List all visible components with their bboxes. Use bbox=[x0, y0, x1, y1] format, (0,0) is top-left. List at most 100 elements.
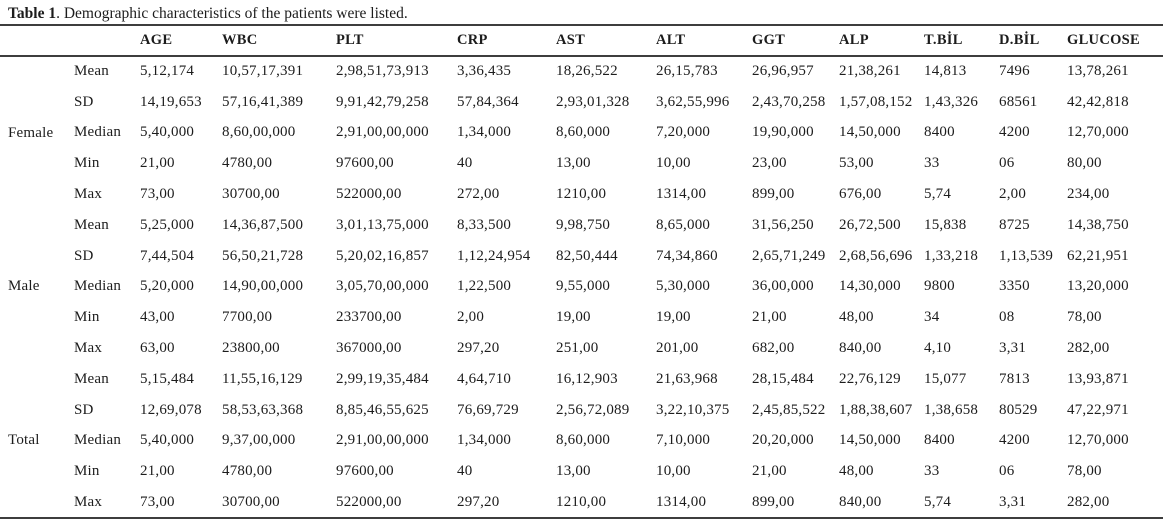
table-cell: 8400 bbox=[924, 124, 955, 141]
table-row: Min 43,00 7700,00 233700,00 2,00 19,00 19,00 21… bbox=[0, 302, 1163, 333]
table-cell: 8,85,46,55,625 bbox=[336, 401, 429, 418]
table-cell: 14,38,750 bbox=[1067, 216, 1129, 233]
table-cell: 34 bbox=[924, 309, 940, 326]
table-cell: 9,55,000 bbox=[556, 278, 611, 295]
table-cell: 62,21,951 bbox=[1067, 247, 1129, 264]
table-cell: 74,34,860 bbox=[656, 247, 718, 264]
table-cell: 15,838 bbox=[924, 216, 967, 233]
table-cell: 26,15,783 bbox=[656, 63, 718, 80]
table-cell: 48,00 bbox=[839, 309, 874, 326]
table-cell: 14,50,000 bbox=[839, 432, 901, 449]
group-label: Male bbox=[8, 278, 40, 295]
table-cell: 9800 bbox=[924, 278, 955, 295]
table-cell: 1,22,500 bbox=[457, 278, 512, 295]
table-cell: 21,00 bbox=[752, 309, 787, 326]
table-row: Median 5,20,000 14,90,00,000 3,05,70,00,000… bbox=[0, 272, 1163, 303]
column-header: CRP bbox=[457, 32, 488, 48]
table-cell: 12,70,000 bbox=[1067, 432, 1129, 449]
table-cell: 13,00 bbox=[556, 155, 591, 172]
table-row: Min 21,00 4780,00 97600,00 40 13,00 10,00 23,00… bbox=[0, 148, 1163, 179]
table-caption-text: . Demographic characteristics of the pat… bbox=[56, 5, 408, 22]
table-row: SD 14,19,653 57,16,41,389 9,91,42,79,258 57,… bbox=[0, 87, 1163, 118]
table-cell: 682,00 bbox=[752, 340, 795, 357]
table-cell: 8,65,000 bbox=[656, 216, 711, 233]
table-cell: 14,19,653 bbox=[140, 93, 202, 110]
table-cell: 31,56,250 bbox=[752, 216, 814, 233]
table-cell: 8,60,000 bbox=[556, 124, 611, 141]
table-cell: 30700,00 bbox=[222, 493, 280, 510]
table-cell: 33 bbox=[924, 463, 940, 480]
table-cell: 297,20 bbox=[457, 493, 500, 510]
table-cell: 4780,00 bbox=[222, 463, 273, 480]
table-cell: 18,26,522 bbox=[556, 63, 618, 80]
stat-label: Median bbox=[74, 432, 122, 449]
table-cell: 5,30,000 bbox=[656, 278, 711, 295]
table-cell: 42,42,818 bbox=[1067, 93, 1129, 110]
table-cell: 10,00 bbox=[656, 463, 691, 480]
table-cell: 3350 bbox=[999, 278, 1030, 295]
table-cell: 1,12,24,954 bbox=[457, 247, 531, 264]
demographics-table: AGE WBC PLT CRP AST ALT GGT ALP T.BİL D.BİL GLUCOS… bbox=[0, 26, 1163, 519]
table-cell: 63,00 bbox=[140, 340, 175, 357]
header-spacer-stat bbox=[66, 26, 132, 56]
table-cell: 58,53,63,368 bbox=[222, 401, 304, 418]
table-cell: 13,93,871 bbox=[1067, 370, 1129, 387]
table-cell: 8400 bbox=[924, 432, 955, 449]
table-cell: 1210,00 bbox=[556, 186, 607, 203]
table-cell: 36,00,000 bbox=[752, 278, 814, 295]
table-row: Median 5,40,000 8,60,00,000 2,91,00,00,000 1… bbox=[0, 118, 1163, 149]
table-cell: 1,43,326 bbox=[924, 93, 979, 110]
table-cell: 5,74 bbox=[924, 493, 952, 510]
table-cell: 2,65,71,249 bbox=[752, 247, 826, 264]
table-cell: 282,00 bbox=[1067, 493, 1110, 510]
table-cell: 10,57,17,391 bbox=[222, 63, 304, 80]
table-cell: 8,60,000 bbox=[556, 432, 611, 449]
table-cell: 233700,00 bbox=[336, 309, 402, 326]
table-cell: 2,68,56,696 bbox=[839, 247, 913, 264]
stat-label: SD bbox=[74, 247, 94, 264]
table-cell: 12,70,000 bbox=[1067, 124, 1129, 141]
table-cell: 3,05,70,00,000 bbox=[336, 278, 429, 295]
table-cell: 1,33,218 bbox=[924, 247, 979, 264]
table-cell: 9,37,00,000 bbox=[222, 432, 296, 449]
table-cell: 7,10,000 bbox=[656, 432, 711, 449]
table-cell: 2,91,00,00,000 bbox=[336, 124, 429, 141]
table-cell: 676,00 bbox=[839, 186, 882, 203]
column-header: ALP bbox=[839, 32, 869, 48]
group-label: Total bbox=[8, 431, 40, 448]
stat-label: Max bbox=[74, 493, 103, 510]
column-header: ALT bbox=[656, 32, 686, 48]
table-cell: 5,12,174 bbox=[140, 63, 195, 80]
table-row: Min 21,00 4780,00 97600,00 40 13,00 10,00 21,00… bbox=[0, 456, 1163, 487]
table-cell: 272,00 bbox=[457, 186, 500, 203]
stat-label: Min bbox=[74, 309, 100, 326]
table-cell: 1,57,08,152 bbox=[839, 93, 913, 110]
table-cell: 21,00 bbox=[140, 155, 175, 172]
stat-label: Median bbox=[74, 124, 122, 141]
table-cell: 2,00 bbox=[999, 186, 1027, 203]
stat-label: Max bbox=[74, 340, 103, 357]
stat-label: SD bbox=[74, 93, 94, 110]
table-cell: 21,00 bbox=[140, 463, 175, 480]
table-cell: 68561 bbox=[999, 93, 1038, 110]
table-cell: 10,00 bbox=[656, 155, 691, 172]
table-cell: 1,34,000 bbox=[457, 432, 512, 449]
column-header: GLUCOSE bbox=[1067, 32, 1141, 48]
table-cell: 3,62,55,996 bbox=[656, 93, 730, 110]
table-cell: 5,20,000 bbox=[140, 278, 195, 295]
table-cell: 28,15,484 bbox=[752, 370, 814, 387]
header-spacer-group bbox=[0, 26, 66, 56]
table-cell: 4200 bbox=[999, 124, 1030, 141]
table-cell: 2,98,51,73,913 bbox=[336, 63, 429, 80]
table-cell: 19,90,000 bbox=[752, 124, 814, 141]
table-cell: 16,12,903 bbox=[556, 370, 618, 387]
table-cell: 899,00 bbox=[752, 493, 795, 510]
table-row: SD 12,69,078 58,53,63,368 8,85,46,55,625 76,… bbox=[0, 395, 1163, 426]
table-cell: 522000,00 bbox=[336, 493, 402, 510]
table-cell: 14,36,87,500 bbox=[222, 216, 304, 233]
table-cell: 26,72,500 bbox=[839, 216, 901, 233]
stat-label: Mean bbox=[74, 63, 109, 80]
table-cell: 5,25,000 bbox=[140, 216, 195, 233]
table-cell: 48,00 bbox=[839, 463, 874, 480]
table-cell: 20,20,000 bbox=[752, 432, 814, 449]
